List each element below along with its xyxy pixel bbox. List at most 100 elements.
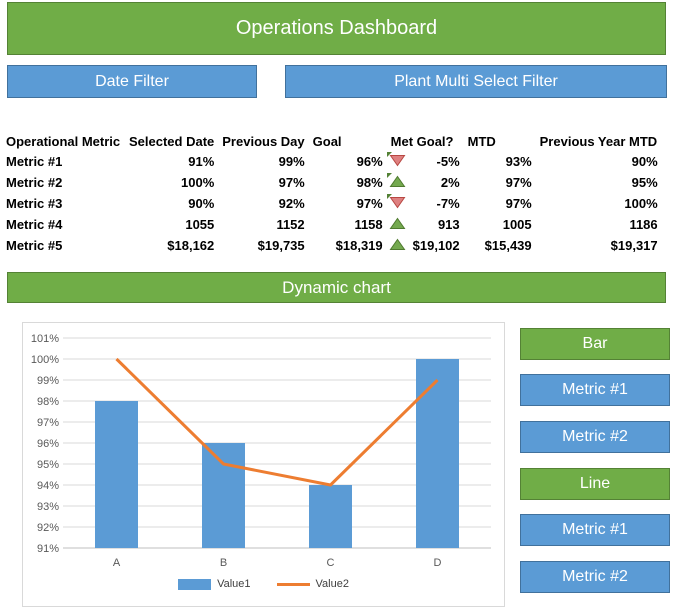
x-axis-category-label: A bbox=[113, 557, 121, 569]
table-row: Metric #4 1055 1152 1158 913 1005 1186 bbox=[2, 214, 662, 235]
bar-series-swatch-icon bbox=[178, 578, 212, 590]
prev-year-mtd-value: 95% bbox=[631, 175, 658, 190]
plant-multi-select-filter-button[interactable]: Plant Multi Select Filter bbox=[285, 65, 667, 98]
selected-date-value: 1055 bbox=[185, 217, 215, 232]
goal-value: 1158 bbox=[354, 217, 383, 232]
comment-corner-flag-icon bbox=[386, 152, 392, 157]
column-header: Previous Day bbox=[222, 133, 305, 149]
date-filter-button[interactable]: Date Filter bbox=[7, 65, 257, 98]
mtd-value: 97% bbox=[505, 196, 532, 211]
chart-control-metric-2[interactable]: Metric #2 bbox=[520, 561, 670, 593]
column-header: MTD bbox=[467, 133, 496, 149]
met-goal-value: 913 bbox=[437, 217, 460, 232]
up-green-triangle-icon bbox=[387, 235, 409, 256]
x-axis-category-label: D bbox=[434, 557, 442, 569]
selected-date-value: 91% bbox=[188, 154, 215, 169]
table-row: Metric #2 100% 97% 98% 2% 97% 95% bbox=[2, 172, 662, 193]
prev-year-mtd-value: $19,317 bbox=[610, 238, 658, 253]
previous-day-value: 1152 bbox=[276, 217, 305, 232]
table-row: Metric #5 $18,162 $19,735 $18,319 $19,102 $15… bbox=[2, 235, 662, 256]
y-axis-tick-label: 91% bbox=[37, 543, 59, 555]
plant-filter-label: Plant Multi Select Filter bbox=[394, 72, 558, 90]
chart-plot-area: 101% 100% 99% 98% 97% 96% 95% 94% 93% 92% 91% A B C D bbox=[31, 333, 491, 569]
selected-date-value: 100% bbox=[181, 175, 215, 190]
date-filter-label: Date Filter bbox=[95, 72, 169, 90]
prev-year-mtd-value: 1186 bbox=[629, 217, 658, 232]
chart-control-label: Line bbox=[579, 475, 611, 492]
table-header: Operational Metric Selected Date Previous … bbox=[2, 131, 662, 151]
legend-label-value2: Value2 bbox=[315, 578, 349, 590]
y-axis-tick-label: 94% bbox=[37, 480, 59, 492]
chart-control-metric-2[interactable]: Metric #2 bbox=[520, 421, 670, 453]
bar-value1 bbox=[95, 401, 138, 548]
goal-value: 97% bbox=[356, 196, 383, 211]
y-axis-tick-label: 100% bbox=[31, 354, 59, 366]
chart-banner-label: Dynamic chart bbox=[282, 277, 391, 297]
metric-name: Metric #3 bbox=[6, 196, 63, 211]
chart-control-label: Metric #2 bbox=[562, 568, 628, 585]
mtd-value: 93% bbox=[505, 154, 532, 169]
line-value2 bbox=[115, 357, 439, 487]
y-axis-tick-label: 95% bbox=[37, 459, 59, 471]
y-axis-tick-label: 98% bbox=[37, 396, 59, 408]
column-header: Selected Date bbox=[129, 133, 215, 149]
comment-corner-flag-icon bbox=[386, 173, 392, 178]
chart-control-line[interactable]: Line bbox=[520, 468, 670, 500]
goal-value: 96% bbox=[356, 154, 383, 169]
operational-metrics-table: Operational Metric Selected Date Previous … bbox=[2, 131, 662, 256]
chart-control-metric-1[interactable]: Metric #1 bbox=[520, 514, 670, 546]
page-title: Operations Dashboard bbox=[235, 17, 438, 39]
previous-day-value: 97% bbox=[278, 175, 305, 190]
selected-date-value: 90% bbox=[188, 196, 215, 211]
bar-value1 bbox=[202, 443, 245, 548]
metric-name: Metric #1 bbox=[6, 154, 63, 169]
table-row: Metric #1 91% 99% 96% -5% 93% 90% bbox=[2, 151, 662, 172]
prev-year-mtd-value: 100% bbox=[624, 196, 658, 211]
met-goal-value: $19,102 bbox=[412, 238, 460, 253]
up-green-triangle-icon bbox=[387, 214, 409, 235]
bar-value1 bbox=[309, 485, 352, 548]
previous-day-value: 99% bbox=[278, 154, 305, 169]
up-green-triangle-icon bbox=[386, 172, 409, 193]
selected-date-value: $18,162 bbox=[167, 238, 215, 253]
chart-control-label: Metric #1 bbox=[562, 381, 628, 398]
down-red-triangle-icon bbox=[386, 193, 409, 214]
x-axis-category-label: B bbox=[220, 557, 227, 569]
previous-day-value: 92% bbox=[278, 196, 305, 211]
goal-value: $18,319 bbox=[335, 238, 383, 253]
metric-name: Metric #4 bbox=[6, 217, 63, 232]
chart-control-label: Metric #1 bbox=[562, 521, 628, 538]
met-goal-value: -5% bbox=[436, 154, 460, 169]
mtd-value: 1005 bbox=[502, 217, 532, 232]
y-axis-tick-label: 101% bbox=[31, 333, 59, 345]
dashboard-title-banner: Operations Dashboard bbox=[7, 2, 666, 55]
metric-name: Metric #2 bbox=[6, 175, 63, 190]
line-series-swatch-icon bbox=[276, 582, 310, 586]
chart-control-label: Bar bbox=[582, 335, 608, 352]
comment-corner-flag-icon bbox=[386, 194, 392, 199]
y-axis-tick-label: 96% bbox=[37, 438, 59, 450]
column-header: Previous Year MTD bbox=[539, 133, 658, 149]
chart-legend: Value1 Value2 bbox=[23, 578, 504, 590]
legend-label-value1: Value1 bbox=[217, 578, 251, 590]
mtd-value: $15,439 bbox=[484, 238, 532, 253]
column-header: Operational Metric bbox=[6, 133, 121, 149]
dynamic-chart-banner: Dynamic chart bbox=[7, 272, 666, 303]
previous-day-value: $19,735 bbox=[257, 238, 305, 253]
metric-name: Metric #5 bbox=[6, 238, 63, 253]
goal-value: 98% bbox=[356, 175, 383, 190]
x-axis-category-label: C bbox=[327, 557, 335, 569]
met-goal-value: -7% bbox=[436, 196, 460, 211]
y-axis-tick-label: 92% bbox=[37, 522, 59, 534]
table-row: Metric #3 90% 92% 97% -7% 97% 100% bbox=[2, 193, 662, 214]
column-header: Goal bbox=[312, 133, 342, 149]
chart-control-bar[interactable]: Bar bbox=[520, 328, 670, 360]
combo-chart: 101% 100% 99% 98% 97% 96% 95% 94% 93% 92% 91% A B C D … bbox=[22, 322, 505, 607]
bar-value1 bbox=[416, 359, 459, 548]
down-red-triangle-icon bbox=[386, 151, 409, 172]
met-goal-value: 2% bbox=[440, 175, 460, 190]
y-axis-tick-label: 97% bbox=[37, 417, 59, 429]
chart-control-metric-1[interactable]: Metric #1 bbox=[520, 374, 670, 406]
y-axis-tick-label: 99% bbox=[37, 375, 59, 387]
mtd-value: 97% bbox=[505, 175, 532, 190]
